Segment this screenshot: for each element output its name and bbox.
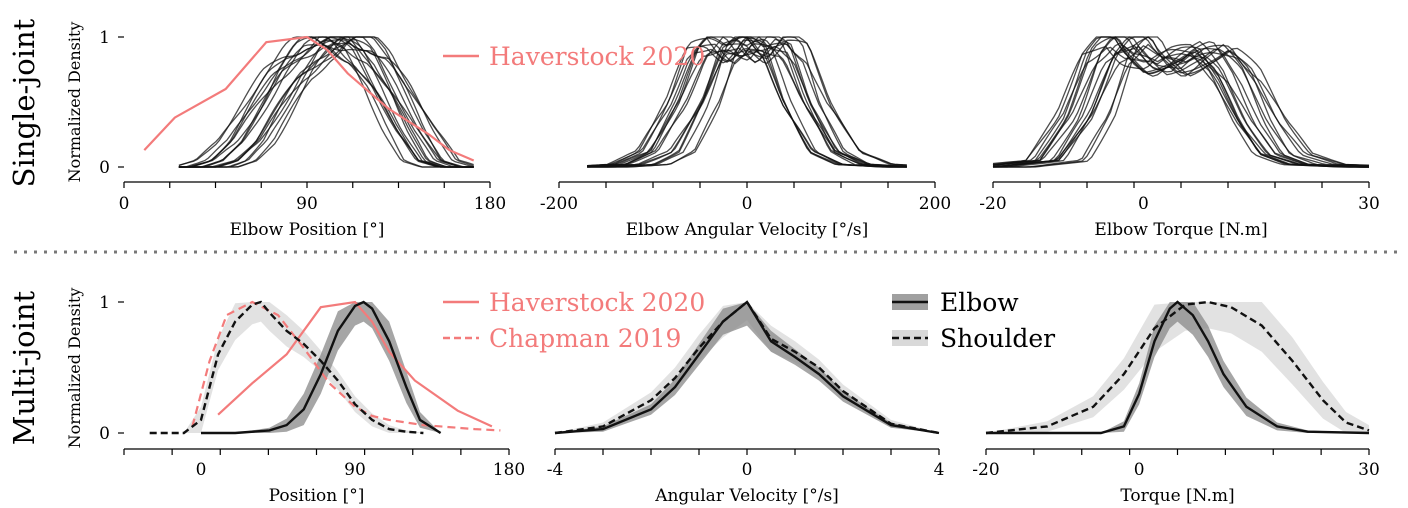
x-tick-label: 30: [1358, 194, 1380, 214]
x-axis-label-single-torque: Elbow Torque [N.m]: [1094, 220, 1267, 240]
x-axis-label-single-position: Elbow Position [°]: [230, 220, 385, 240]
legend-bottom-ref: Haverstock 2020 Chapman 2019: [443, 288, 705, 353]
ylabel-multi: Normalized Density: [65, 288, 84, 449]
legend-elbow-label: Elbow: [940, 288, 1019, 317]
legend-shoulder-label: Shoulder: [940, 324, 1055, 353]
panel-single-torque: -20 0 30 Elbow Torque [N.m]: [979, 36, 1380, 240]
band-elbow: [555, 302, 939, 433]
ylabel-single: Normalized Density: [65, 22, 84, 183]
x-tick-label: 90: [296, 194, 318, 214]
subject-curve: [178, 39, 474, 168]
subject-curve: [993, 36, 1369, 168]
panel-multi-torque: -20 0 30 Torque [N.m]: [972, 300, 1380, 506]
subject-curve: [178, 36, 474, 168]
x-axis-label-single-velocity: Elbow Angular Velocity [°/s]: [626, 220, 869, 240]
x-tick-label: 180: [474, 194, 506, 214]
band-shoulder: [149, 302, 424, 433]
panel-multi-velocity: -4 0 4 Angular Velocity [°/s]: [547, 300, 945, 506]
panel-single-position: 0 90 180 Elbow Position [°] 0 1: [99, 28, 506, 240]
x-tick-label: 30: [1358, 460, 1380, 480]
x-axis-label-multi-position: Position [°]: [269, 486, 365, 506]
y-tick-label: 0: [99, 158, 110, 178]
y-tick-label: 0: [99, 424, 110, 444]
x-tick-label: 180: [493, 460, 525, 480]
mean-curve-elbow: [201, 300, 442, 435]
subject-curve: [992, 36, 1369, 168]
mean-curve-elbow: [986, 300, 1370, 435]
reference-curve-haverstock: [143, 35, 475, 162]
row-label-multi: Multi-joint: [7, 290, 41, 445]
subject-curve: [993, 45, 1369, 168]
subject-curve: [178, 36, 474, 168]
x-tick-label: 4: [934, 460, 945, 480]
mean-curve-shoulder: [554, 300, 940, 435]
row-label-single: Single-joint: [7, 18, 41, 187]
x-tick-label: 90: [344, 460, 366, 480]
mean-curve-shoulder: [149, 300, 424, 435]
reference-curve-chapman: [191, 300, 501, 432]
x-tick-label: 0: [119, 194, 130, 214]
subject-curve: [587, 39, 907, 168]
subject-curve: [587, 36, 907, 168]
x-axis-label-multi-velocity: Angular Velocity [°/s]: [654, 486, 839, 506]
subject-curve: [178, 36, 474, 168]
mean-curve-elbow: [554, 300, 940, 435]
subject-curve: [992, 46, 1369, 168]
y-tick-label: 1: [99, 293, 110, 313]
x-tick-label: 0: [1138, 194, 1149, 214]
x-tick-label: -200: [540, 194, 578, 214]
mean-curve-shoulder: [985, 300, 1370, 435]
subject-curve: [587, 36, 907, 168]
legend-top: Haverstock 2020: [443, 42, 705, 71]
x-tick-label: 200: [919, 194, 951, 214]
x-tick-label: 0: [742, 194, 753, 214]
x-tick-label: -4: [547, 460, 564, 480]
subject-curve: [992, 36, 1370, 167]
legend-haverstock-label: Haverstock 2020: [489, 42, 705, 71]
legend-joint: Elbow Shoulder: [892, 288, 1055, 353]
panel-single-velocity: -200 0 200 Elbow Angular Velocity [°/s]: [540, 36, 951, 240]
reference-curve-haverstock: [217, 300, 493, 428]
subject-curve: [178, 39, 474, 168]
y-tick-label: 1: [99, 28, 110, 48]
subject-curve: [993, 43, 1369, 168]
x-tick-label: -20: [979, 194, 1006, 214]
legend-haverstock-label-2: Haverstock 2020: [489, 288, 705, 317]
legend-chapman-label: Chapman 2019: [489, 324, 681, 353]
subject-curve: [178, 36, 474, 168]
band-shoulder: [986, 302, 1369, 433]
subject-curve: [992, 36, 1370, 168]
subject-curve: [178, 36, 474, 168]
x-axis-label-multi-torque: Torque [N.m]: [1120, 486, 1234, 506]
x-tick-label: -20: [972, 460, 999, 480]
x-tick-label: 0: [742, 460, 753, 480]
x-tick-label: 0: [1134, 460, 1145, 480]
panel-multi-position: 0 90 180 Position [°] 0 1: [99, 293, 525, 506]
x-tick-label: 0: [196, 460, 207, 480]
